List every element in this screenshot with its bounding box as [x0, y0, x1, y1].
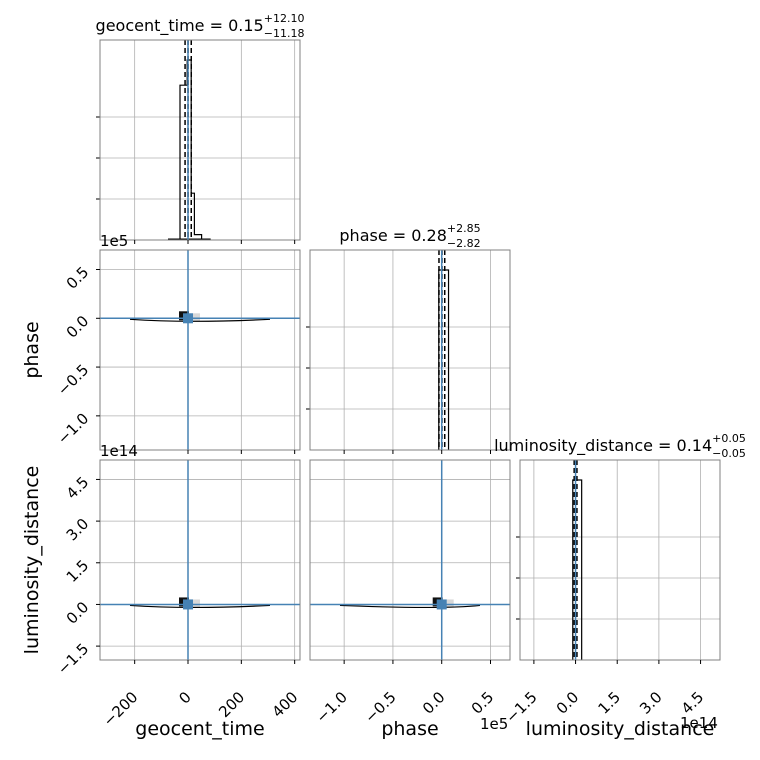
- density-shade: [443, 599, 454, 608]
- panel-frame: [99, 39, 301, 241]
- density-shade: [190, 313, 200, 322]
- y-tick-label: 0.0: [63, 598, 93, 628]
- title-value: luminosity_distance = 0.14: [494, 436, 712, 456]
- x-tick-label: 3.0: [636, 688, 666, 718]
- title-err-minus: −0.05: [712, 447, 746, 460]
- x-offset-label: 1e14: [680, 714, 718, 732]
- truth-marker: [183, 599, 193, 610]
- x-tick-label: 400: [269, 688, 302, 721]
- histogram-step: [179, 59, 203, 240]
- y-tick-label: 0.5: [63, 263, 93, 293]
- y-tick-label: −1.0: [54, 409, 92, 447]
- y-tick-label: 4.5: [63, 473, 93, 503]
- truth-marker: [436, 599, 447, 610]
- density-shade: [190, 599, 200, 608]
- panel-frame: [519, 459, 721, 661]
- density-contour: [339, 604, 481, 609]
- title-err-minus: −11.18: [264, 27, 305, 40]
- y-axis-label: phase: [21, 321, 43, 378]
- x-offset-label: 1e5: [480, 715, 508, 733]
- x-tick-label: 1.5: [594, 688, 624, 718]
- x-tick-label: 0: [175, 688, 194, 707]
- panel-frame: [309, 249, 511, 451]
- panel-frame: [99, 459, 301, 661]
- y-axis-label: luminosity_distance: [21, 466, 43, 655]
- panel-frame: [309, 459, 511, 661]
- panel-frame: [99, 249, 301, 451]
- y-tick-label: 1.5: [63, 556, 93, 586]
- title-value: phase = 0.28: [339, 226, 446, 245]
- y-tick-label: 3.0: [63, 515, 93, 545]
- title-err-minus: −2.82: [447, 237, 481, 250]
- truth-marker: [183, 313, 193, 324]
- y-offset-label: 1e5: [100, 232, 128, 250]
- y-offset-label: 1e14: [100, 442, 138, 460]
- panel-title: phase = 0.28+2.85: [339, 222, 480, 245]
- density-contour: [129, 604, 271, 609]
- x-tick-label: 0.5: [468, 688, 498, 718]
- title-value: geocent_time = 0.15: [96, 16, 264, 36]
- y-tick-label: −0.5: [54, 361, 92, 399]
- panel-title: luminosity_distance = 0.14+0.05: [494, 432, 746, 456]
- density-contour: [129, 318, 271, 322]
- x-tick-label: 0.0: [553, 688, 583, 718]
- x-tick-label: 0.0: [419, 688, 449, 718]
- x-axis-label: geocent_time: [135, 718, 264, 740]
- y-tick-label: −1.5: [54, 640, 92, 678]
- title-err-plus: +0.05: [712, 432, 746, 445]
- y-tick-label: 0.0: [63, 312, 93, 342]
- x-axis-label: phase: [381, 718, 438, 740]
- histogram-step: [438, 269, 450, 450]
- x-axis-label: luminosity_distance: [526, 718, 715, 740]
- title-err-plus: +2.85: [447, 222, 481, 235]
- x-tick-label: 200: [215, 688, 248, 721]
- title-err-plus: +12.10: [264, 12, 305, 25]
- panel-title: geocent_time = 0.15+12.10: [96, 12, 305, 36]
- x-tick-label: −1.0: [312, 688, 350, 726]
